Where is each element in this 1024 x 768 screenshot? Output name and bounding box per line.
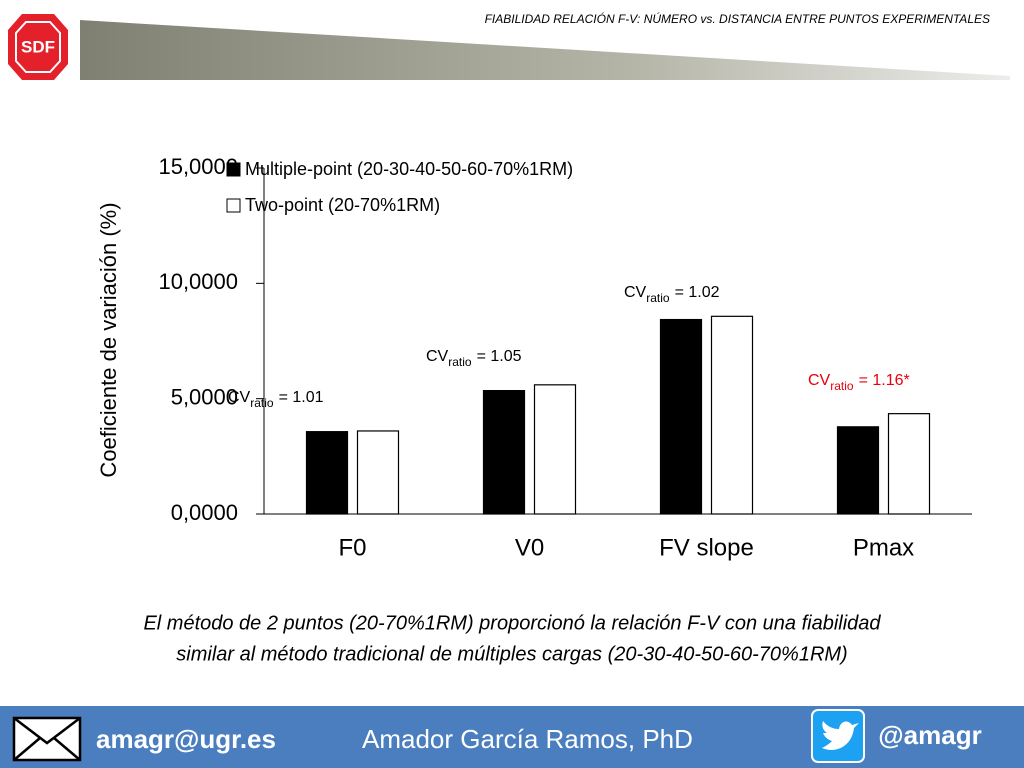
- y-axis-label: Coeficiente de variación (%): [96, 202, 121, 477]
- annotation-text: = 1.02: [675, 284, 720, 301]
- legend-label: Multiple-point (20-30-40-50-60-70%1RM): [245, 159, 573, 179]
- x-tick-label: F0: [338, 534, 366, 561]
- logo-badge: [8, 14, 68, 80]
- annotation-base: CV: [426, 348, 449, 365]
- x-tick-label: V0: [515, 534, 544, 561]
- annotation-text: = 1.01: [279, 389, 324, 406]
- bar: [482, 389, 526, 515]
- chart: 0,0000 5,0000 10,0000 15,0000 F0 V0 FV slope Pm…: [158, 154, 972, 561]
- twitter-icon: [811, 709, 865, 763]
- annotation-base: CV: [624, 284, 647, 301]
- annotation-subscript: ratio: [250, 396, 274, 410]
- annotation-text: = 1.05: [477, 348, 522, 365]
- annotation: CVratio = 1.02: [624, 284, 720, 305]
- annotation-base: CV: [808, 372, 831, 389]
- annotation: CVratio = 1.05: [426, 348, 522, 369]
- caption: El método de 2 puntos (20-70%1RM) propor…: [143, 612, 881, 634]
- bar: [356, 430, 400, 515]
- y-tick-label: 10,0000: [158, 269, 238, 294]
- annotation: CVratio = 1.01: [228, 389, 324, 410]
- annotation-base: CV: [228, 389, 251, 406]
- x-tick-label: Pmax: [853, 534, 914, 561]
- bar: [887, 413, 931, 515]
- header-swoosh: [80, 20, 1010, 80]
- caption: similar al método tradicional de múltipl…: [176, 643, 847, 665]
- footer-author: Amador García Ramos, PhD: [362, 724, 693, 754]
- bar: [305, 431, 349, 515]
- header-title: FIABILIDAD RELACIÓN F-V: NÚMERO vs. DIST…: [485, 11, 990, 26]
- footer-email[interactable]: amagr@ugr.es: [96, 724, 276, 754]
- legend-label: Two-point (20-70%1RM): [245, 195, 440, 215]
- annotation-subscript: ratio: [448, 355, 472, 369]
- logo-text: SDF: [21, 37, 55, 56]
- annotation-text: = 1.16*: [859, 372, 910, 389]
- annotation-subscript: ratio: [646, 291, 670, 305]
- bar: [659, 318, 703, 515]
- footer-handle[interactable]: @amagr: [878, 720, 981, 750]
- x-tick-label: FV slope: [659, 534, 754, 561]
- logo-ring: [15, 21, 61, 73]
- bar: [836, 426, 880, 515]
- y-tick-label: 5,0000: [171, 384, 238, 409]
- legend-swatch: [226, 162, 241, 177]
- email-icon: [12, 716, 82, 762]
- legend-swatch: [226, 198, 241, 213]
- annotation-subscript: ratio: [830, 379, 854, 393]
- y-tick-label: 0,0000: [171, 500, 238, 525]
- y-tick-label: 15,0000: [158, 154, 238, 179]
- annotation: CVratio = 1.16*: [808, 372, 910, 393]
- bar: [533, 384, 577, 515]
- bar: [710, 315, 754, 515]
